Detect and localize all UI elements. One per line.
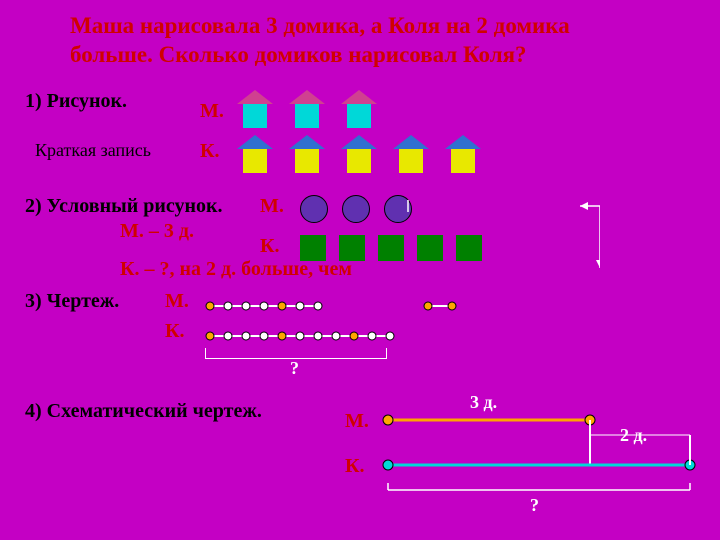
- s4-heading: 4) Схематический чертеж.: [25, 400, 262, 423]
- s3-heading: 3) Чертеж.: [25, 290, 119, 313]
- house-icon: [396, 135, 426, 175]
- title-line1: Маша нарисовала 3 домика, а Коля на 2 до…: [70, 13, 570, 38]
- house-icon: [344, 135, 374, 175]
- title-line2: больше. Сколько домиков нарисовал Коля?: [70, 42, 527, 67]
- s2-m-label: М.: [260, 195, 284, 218]
- s2-k-label: К.: [260, 235, 280, 258]
- s3-m-label: М.: [165, 290, 189, 313]
- s3-k-label: К.: [165, 320, 185, 343]
- title: Маша нарисовала 3 домика, а Коля на 2 до…: [70, 12, 680, 70]
- house-icon: [448, 135, 478, 175]
- s3-q: ?: [290, 358, 299, 379]
- s1-k-label: К.: [200, 140, 220, 163]
- s1-sub: Краткая запись: [35, 140, 151, 161]
- s3-m-line: [205, 296, 365, 316]
- s1-m-label: М.: [200, 100, 224, 123]
- s2-heading: 2) Условный рисунок.: [25, 195, 223, 218]
- s1-heading: 1) Рисунок.: [25, 90, 127, 113]
- s2-sub-m: М. – 3 д.: [120, 220, 194, 243]
- s1-houses-k: [240, 135, 478, 175]
- s4-m-label: М.: [345, 410, 369, 433]
- house-icon: [292, 90, 322, 130]
- s1-houses-m: [240, 90, 374, 130]
- house-icon: [344, 90, 374, 130]
- s3-extra-dots: [420, 296, 470, 316]
- house-icon: [240, 90, 270, 130]
- house-icon: [240, 135, 270, 175]
- s4-q: ?: [530, 495, 539, 516]
- s3-k-line: [205, 326, 445, 346]
- s2-arrow: [300, 188, 600, 278]
- s4-k-label: К.: [345, 455, 365, 478]
- s4-diagram: [380, 405, 720, 515]
- s4-klen: 2 д.: [620, 425, 647, 446]
- house-icon: [292, 135, 322, 175]
